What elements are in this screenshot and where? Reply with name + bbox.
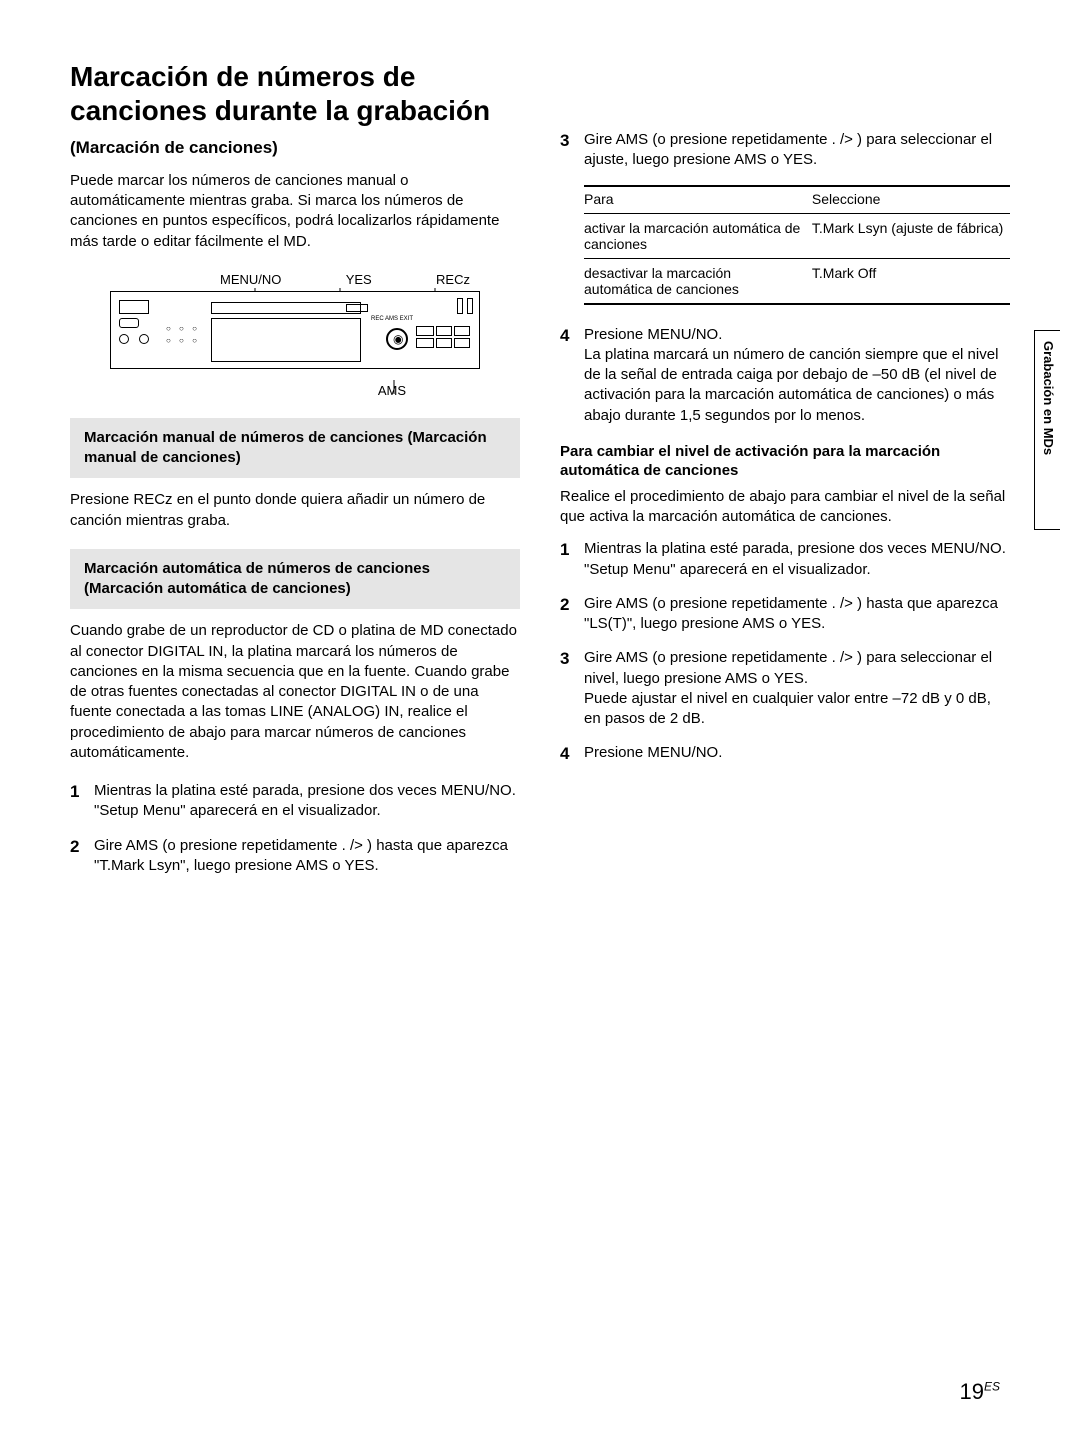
section-manual-header: Marcación manual de números de canciones… [70, 418, 520, 479]
section-auto-intro: Cuando grabe de un reproductor de CD o p… [70, 621, 520, 763]
table-row: desactivar la marcación automática de ca… [584, 259, 1010, 303]
table-row: activar la marcación automática de canci… [584, 214, 1010, 258]
intro-paragraph: Puede marcar los números de canciones ma… [70, 171, 520, 252]
table-header: Seleccione [812, 191, 1010, 207]
section-manual-body: Presione RECz en el punto donde quiera a… [70, 490, 520, 531]
page-title: Marcación de números de canciones durant… [70, 60, 520, 161]
list-item: 4 Presione MENU/NO. [560, 743, 1010, 766]
subsection-title: Para cambiar el nivel de activación para… [560, 442, 1010, 481]
diagram-label-rec: RECz [436, 272, 470, 287]
table-header: Para [584, 191, 812, 207]
subsection-intro: Realice el procedimiento de abajo para c… [560, 487, 1010, 528]
list-item: 2 Gire AMS (o presione repetidamente . /… [70, 836, 520, 877]
list-item: 1 Mientras la platina esté parada, presi… [560, 539, 1010, 580]
list-item: 3 Gire AMS (o presione repetidamente . /… [560, 130, 1010, 171]
page-number: 19ES [960, 1379, 1001, 1405]
side-tab: Grabación en MDs [1034, 330, 1060, 530]
list-item: 4 Presione MENU/NO. La platina marcará u… [560, 325, 1010, 426]
diagram-label-yes: YES [346, 272, 372, 287]
diagram-label-menu: MENU/NO [220, 272, 281, 287]
list-item: 1 Mientras la platina esté parada, presi… [70, 781, 520, 822]
device-diagram: MENU/NO YES RECz ○ ○ ○ ○ ○ ○ [110, 272, 480, 398]
page-subtitle: (Marcación de canciones) [70, 138, 278, 157]
list-item: 2 Gire AMS (o presione repetidamente . /… [560, 594, 1010, 635]
settings-table: Para Seleccione activar la marcación aut… [584, 185, 1010, 305]
list-item: 3 Gire AMS (o presione repetidamente . /… [560, 648, 1010, 729]
section-auto-header: Marcación automática de números de canci… [70, 549, 520, 610]
